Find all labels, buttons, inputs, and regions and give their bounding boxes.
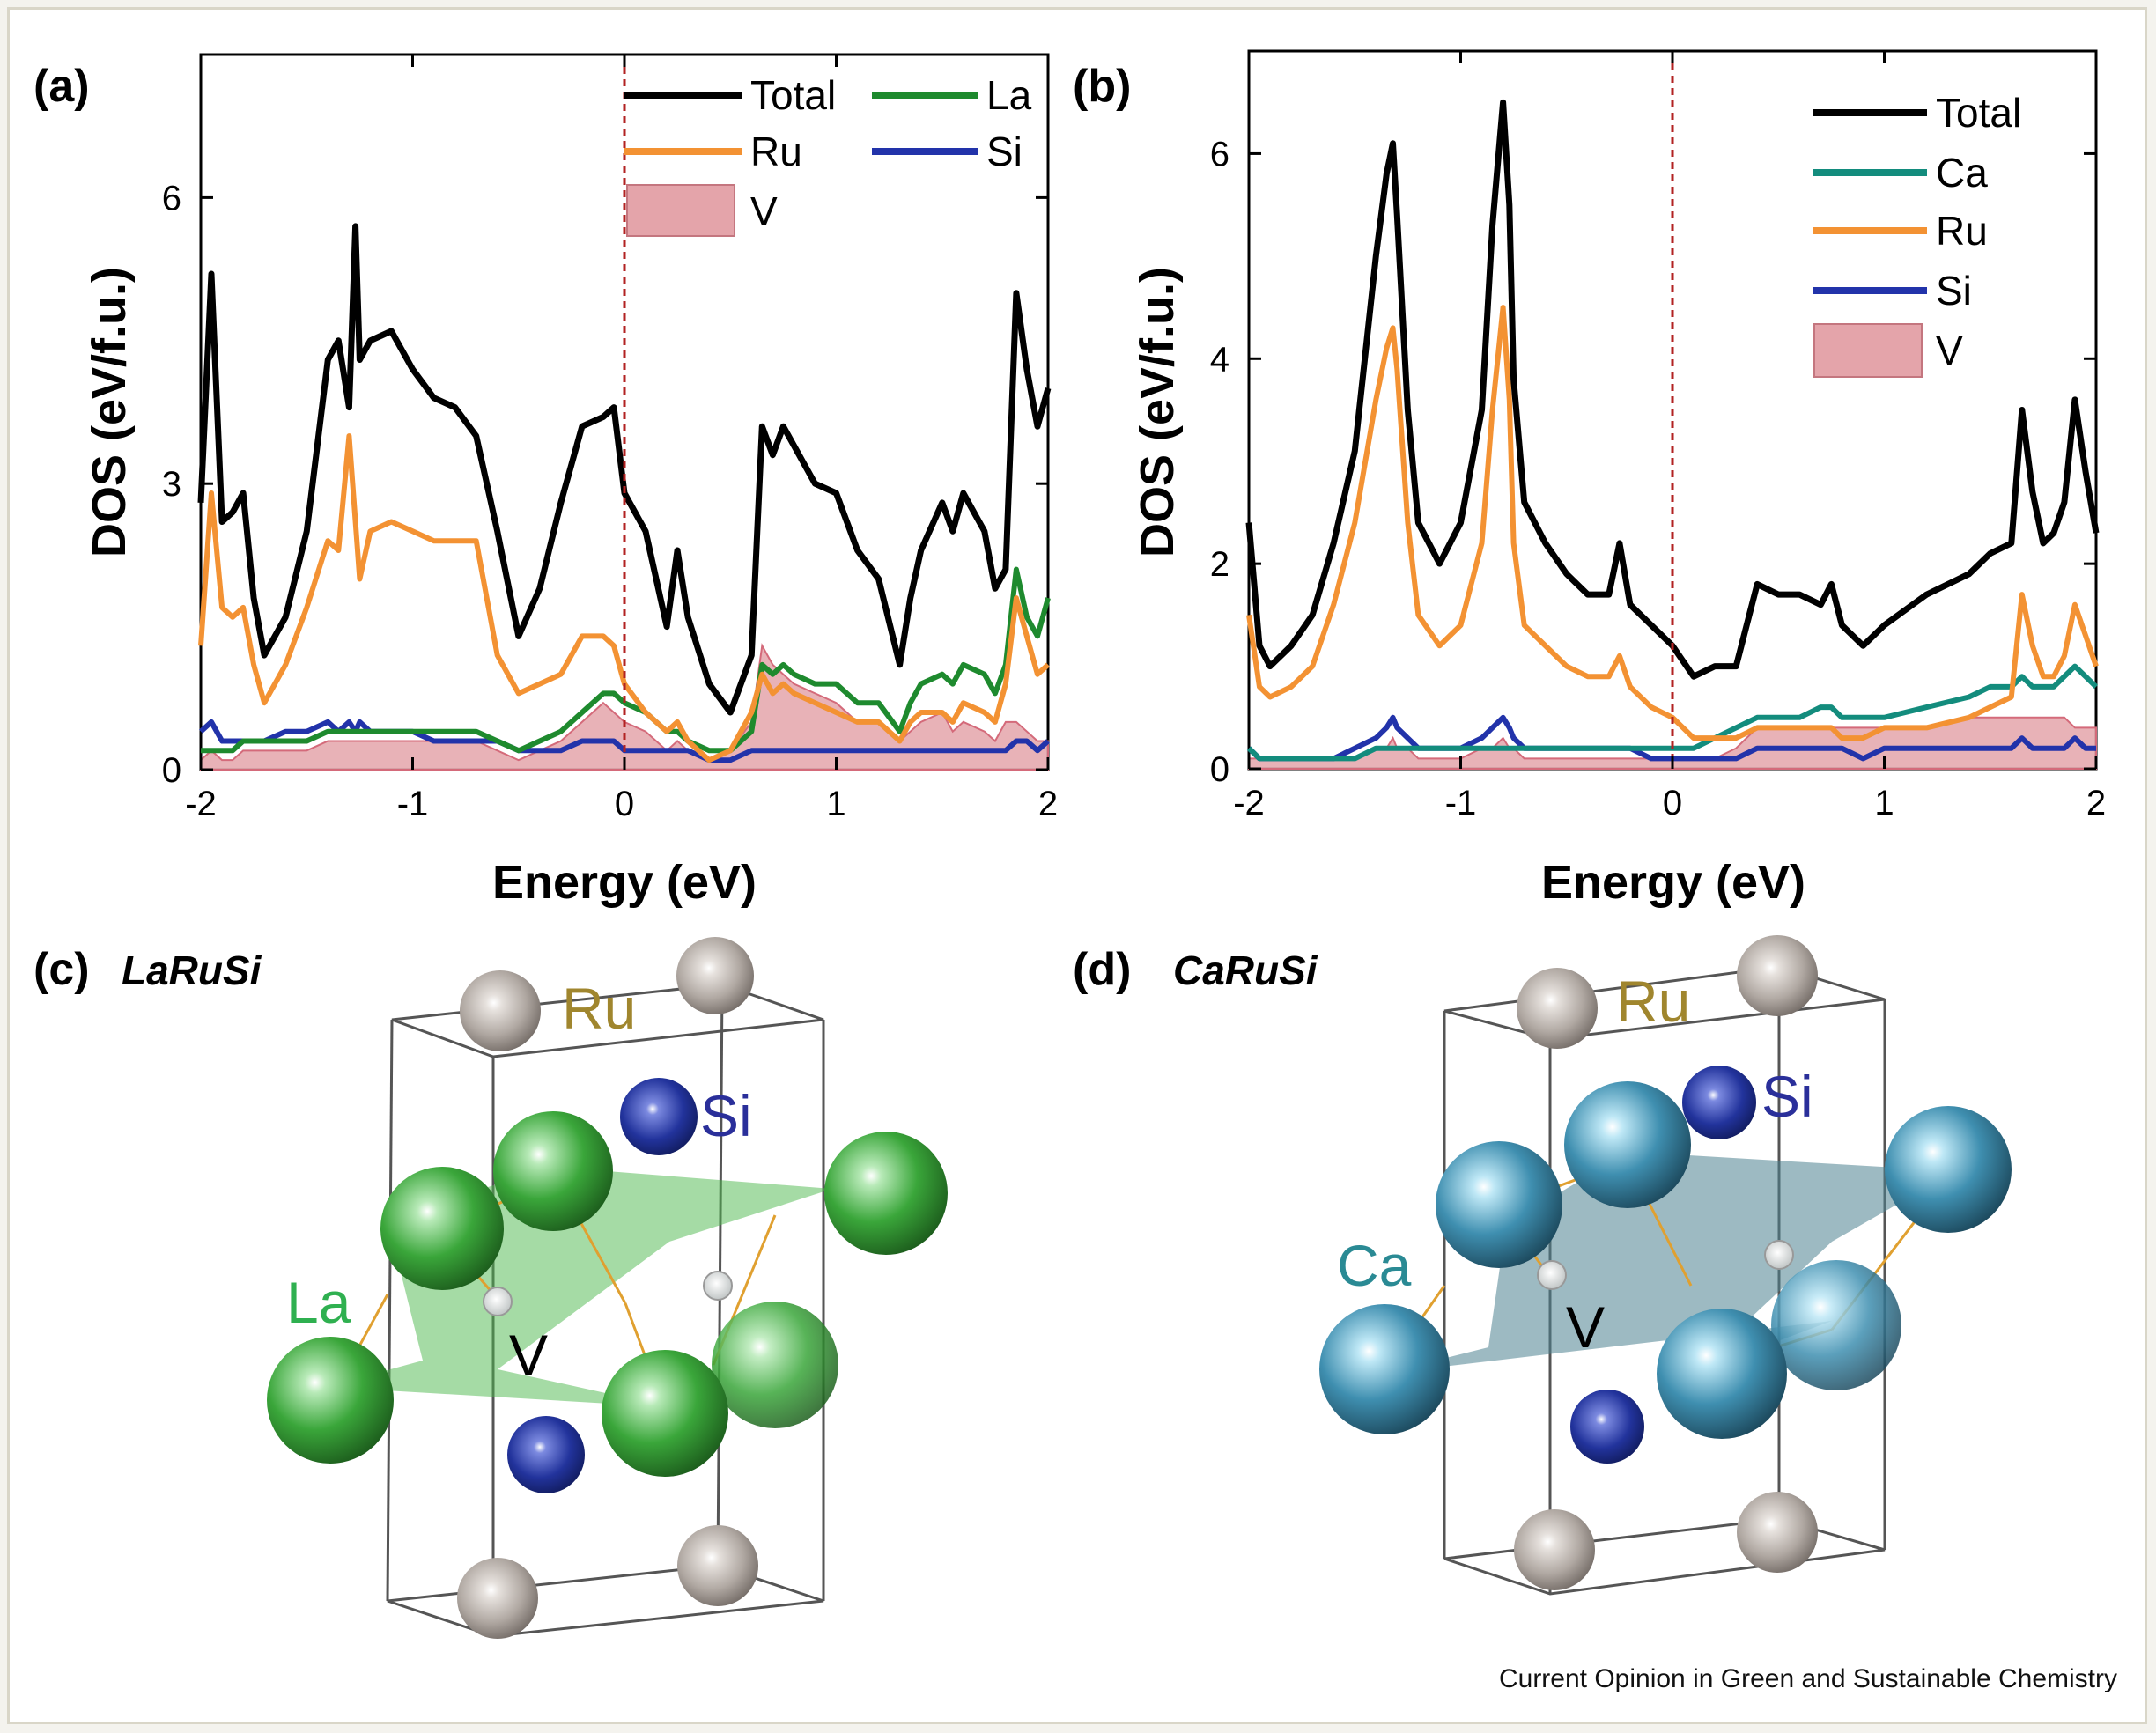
vacancy-site-d <box>1764 1240 1794 1270</box>
y-tick-label-a: 0 <box>162 751 181 790</box>
legend-label-si-b: Si <box>1936 268 1972 313</box>
legend-label-total-b: Total <box>1936 90 2021 136</box>
legend-label-ca-b: Ca <box>1936 150 1988 195</box>
panel-letter-c: (c) <box>33 944 90 995</box>
ru-atom-c <box>460 970 541 1051</box>
ru-atom-d <box>1514 1509 1595 1590</box>
vacancy-site-c <box>703 1271 733 1301</box>
ca-atom-d <box>1771 1260 1901 1390</box>
series-line-ru-a <box>198 433 1051 763</box>
ca-label-d: Ca <box>1337 1233 1412 1298</box>
si-atom-d <box>1570 1390 1644 1464</box>
legend-label-total-a: Total <box>750 72 836 118</box>
la-atom-c <box>380 1167 504 1290</box>
axes-b: -2 -1 0 1 2 0 2 4 6 <box>1210 51 2106 822</box>
ru-atom-d <box>1737 1492 1818 1573</box>
ca-atom-d <box>1564 1081 1691 1208</box>
la-atom-c <box>824 1132 948 1255</box>
crystal-structure-d: (d) CaRuSi Ru <box>1073 935 2012 1596</box>
y-tick-label-b: 2 <box>1210 545 1229 584</box>
si-label-d: Si <box>1761 1064 1813 1129</box>
v-plane-d <box>1383 1152 1955 1374</box>
series-line-ru-b <box>1246 305 2099 741</box>
vacancy-site-d <box>1537 1260 1567 1290</box>
legend-swatch-v-b <box>1813 323 1923 378</box>
ru-atom-d <box>1517 968 1598 1049</box>
y-axis-title-b: DOS (eV/f.u.) <box>1131 267 1184 557</box>
ca-atom-d <box>1657 1309 1787 1439</box>
la-atom-c <box>493 1111 613 1231</box>
series-area-v-a <box>200 643 1049 771</box>
si-atom-c <box>620 1078 698 1155</box>
si-atom-c <box>507 1416 585 1493</box>
ru-atom-c <box>457 1558 538 1639</box>
x-tick-label-b: 2 <box>2086 784 2106 822</box>
journal-credit: Current Opinion in Green and Sustainable… <box>1498 1664 2117 1693</box>
ca-atom-d <box>1885 1106 2012 1233</box>
dos-chart-b: (b) -2 -1 0 1 2 0 2 4 6 Total Ca Ru Si V Energy … <box>1073 49 2106 909</box>
la-atom-c <box>267 1337 394 1464</box>
series-line-ca-b <box>1246 663 2099 762</box>
x-tick-label-a: -1 <box>397 785 429 823</box>
la-atom-c <box>602 1350 728 1477</box>
ru-label-c: Ru <box>562 976 636 1041</box>
x-tick-label-b: 0 <box>1663 784 1682 822</box>
legend-label-v-b: V <box>1936 328 1963 373</box>
legend-label-v-a: V <box>750 188 778 234</box>
ru-atom-c <box>677 1525 758 1606</box>
si-atom-d <box>1682 1066 1756 1139</box>
vacancy-site-c <box>483 1287 513 1316</box>
panel-letter-b: (b) <box>1073 61 1131 112</box>
x-tick-label-a: 0 <box>615 785 634 823</box>
si-label-c: Si <box>700 1083 752 1148</box>
y-tick-label-b: 6 <box>1210 135 1229 173</box>
plot-lines-a <box>197 55 1052 771</box>
legend-label-ru-a: Ru <box>750 129 802 174</box>
y-tick-label-b: 4 <box>1210 340 1229 379</box>
y-tick-label-a: 3 <box>162 465 181 504</box>
series-line-la-a <box>201 566 1051 754</box>
v-label-c: V <box>509 1323 548 1388</box>
plot-lines-b <box>1245 51 2100 770</box>
legend-label-si-a: Si <box>986 129 1023 174</box>
compound-name-c: LaRuSi <box>122 948 262 993</box>
y-axis-title-a: DOS (eV/f.u.) <box>83 267 136 557</box>
series-line-total-a <box>197 223 1052 716</box>
x-tick-label-a: -2 <box>185 785 217 823</box>
legend-swatch-v-a <box>626 184 735 237</box>
ru-atom-d <box>1737 935 1818 1016</box>
v-label-d: V <box>1566 1294 1605 1360</box>
legend-a: Total La Ru Si V <box>624 72 1032 237</box>
y-tick-label-a: 6 <box>162 179 181 218</box>
x-axis-title-a: Energy (eV) <box>492 856 757 909</box>
series-line-total-b <box>1245 99 2100 680</box>
compound-name-d: CaRuSi <box>1173 948 1318 993</box>
crystal-structure-c: (c) LaRuSi Ru <box>33 937 948 1639</box>
ca-atom-d <box>1319 1304 1450 1434</box>
ru-label-d: Ru <box>1616 969 1690 1034</box>
x-tick-label-b: -2 <box>1233 784 1265 822</box>
series-line-si-a <box>198 719 1051 763</box>
la-label-c: La <box>286 1270 351 1335</box>
x-axis-title-b: Energy (eV) <box>1541 856 1805 909</box>
x-tick-label-a: 2 <box>1038 785 1058 823</box>
x-tick-label-b: 1 <box>1874 784 1894 822</box>
dos-chart-a: (a) -2 -1 0 1 2 0 3 6 Total La Ru Si V Energy (… <box>33 53 1058 909</box>
panel-letter-d: (d) <box>1073 944 1131 995</box>
legend-label-ru-b: Ru <box>1936 208 1988 254</box>
y-tick-label-b: 0 <box>1210 750 1229 789</box>
panel-letter-a: (a) <box>33 61 90 112</box>
legend-label-la-a: La <box>986 72 1032 118</box>
x-tick-label-a: 1 <box>826 785 845 823</box>
x-tick-label-b: -1 <box>1445 784 1477 822</box>
legend-b: Total Ca Ru Si V <box>1813 90 2021 378</box>
axes-a: -2 -1 0 1 2 0 3 6 <box>162 55 1058 823</box>
ru-atom-c <box>676 937 754 1014</box>
la-atom-c <box>712 1302 838 1428</box>
ca-atom-d <box>1436 1141 1562 1268</box>
